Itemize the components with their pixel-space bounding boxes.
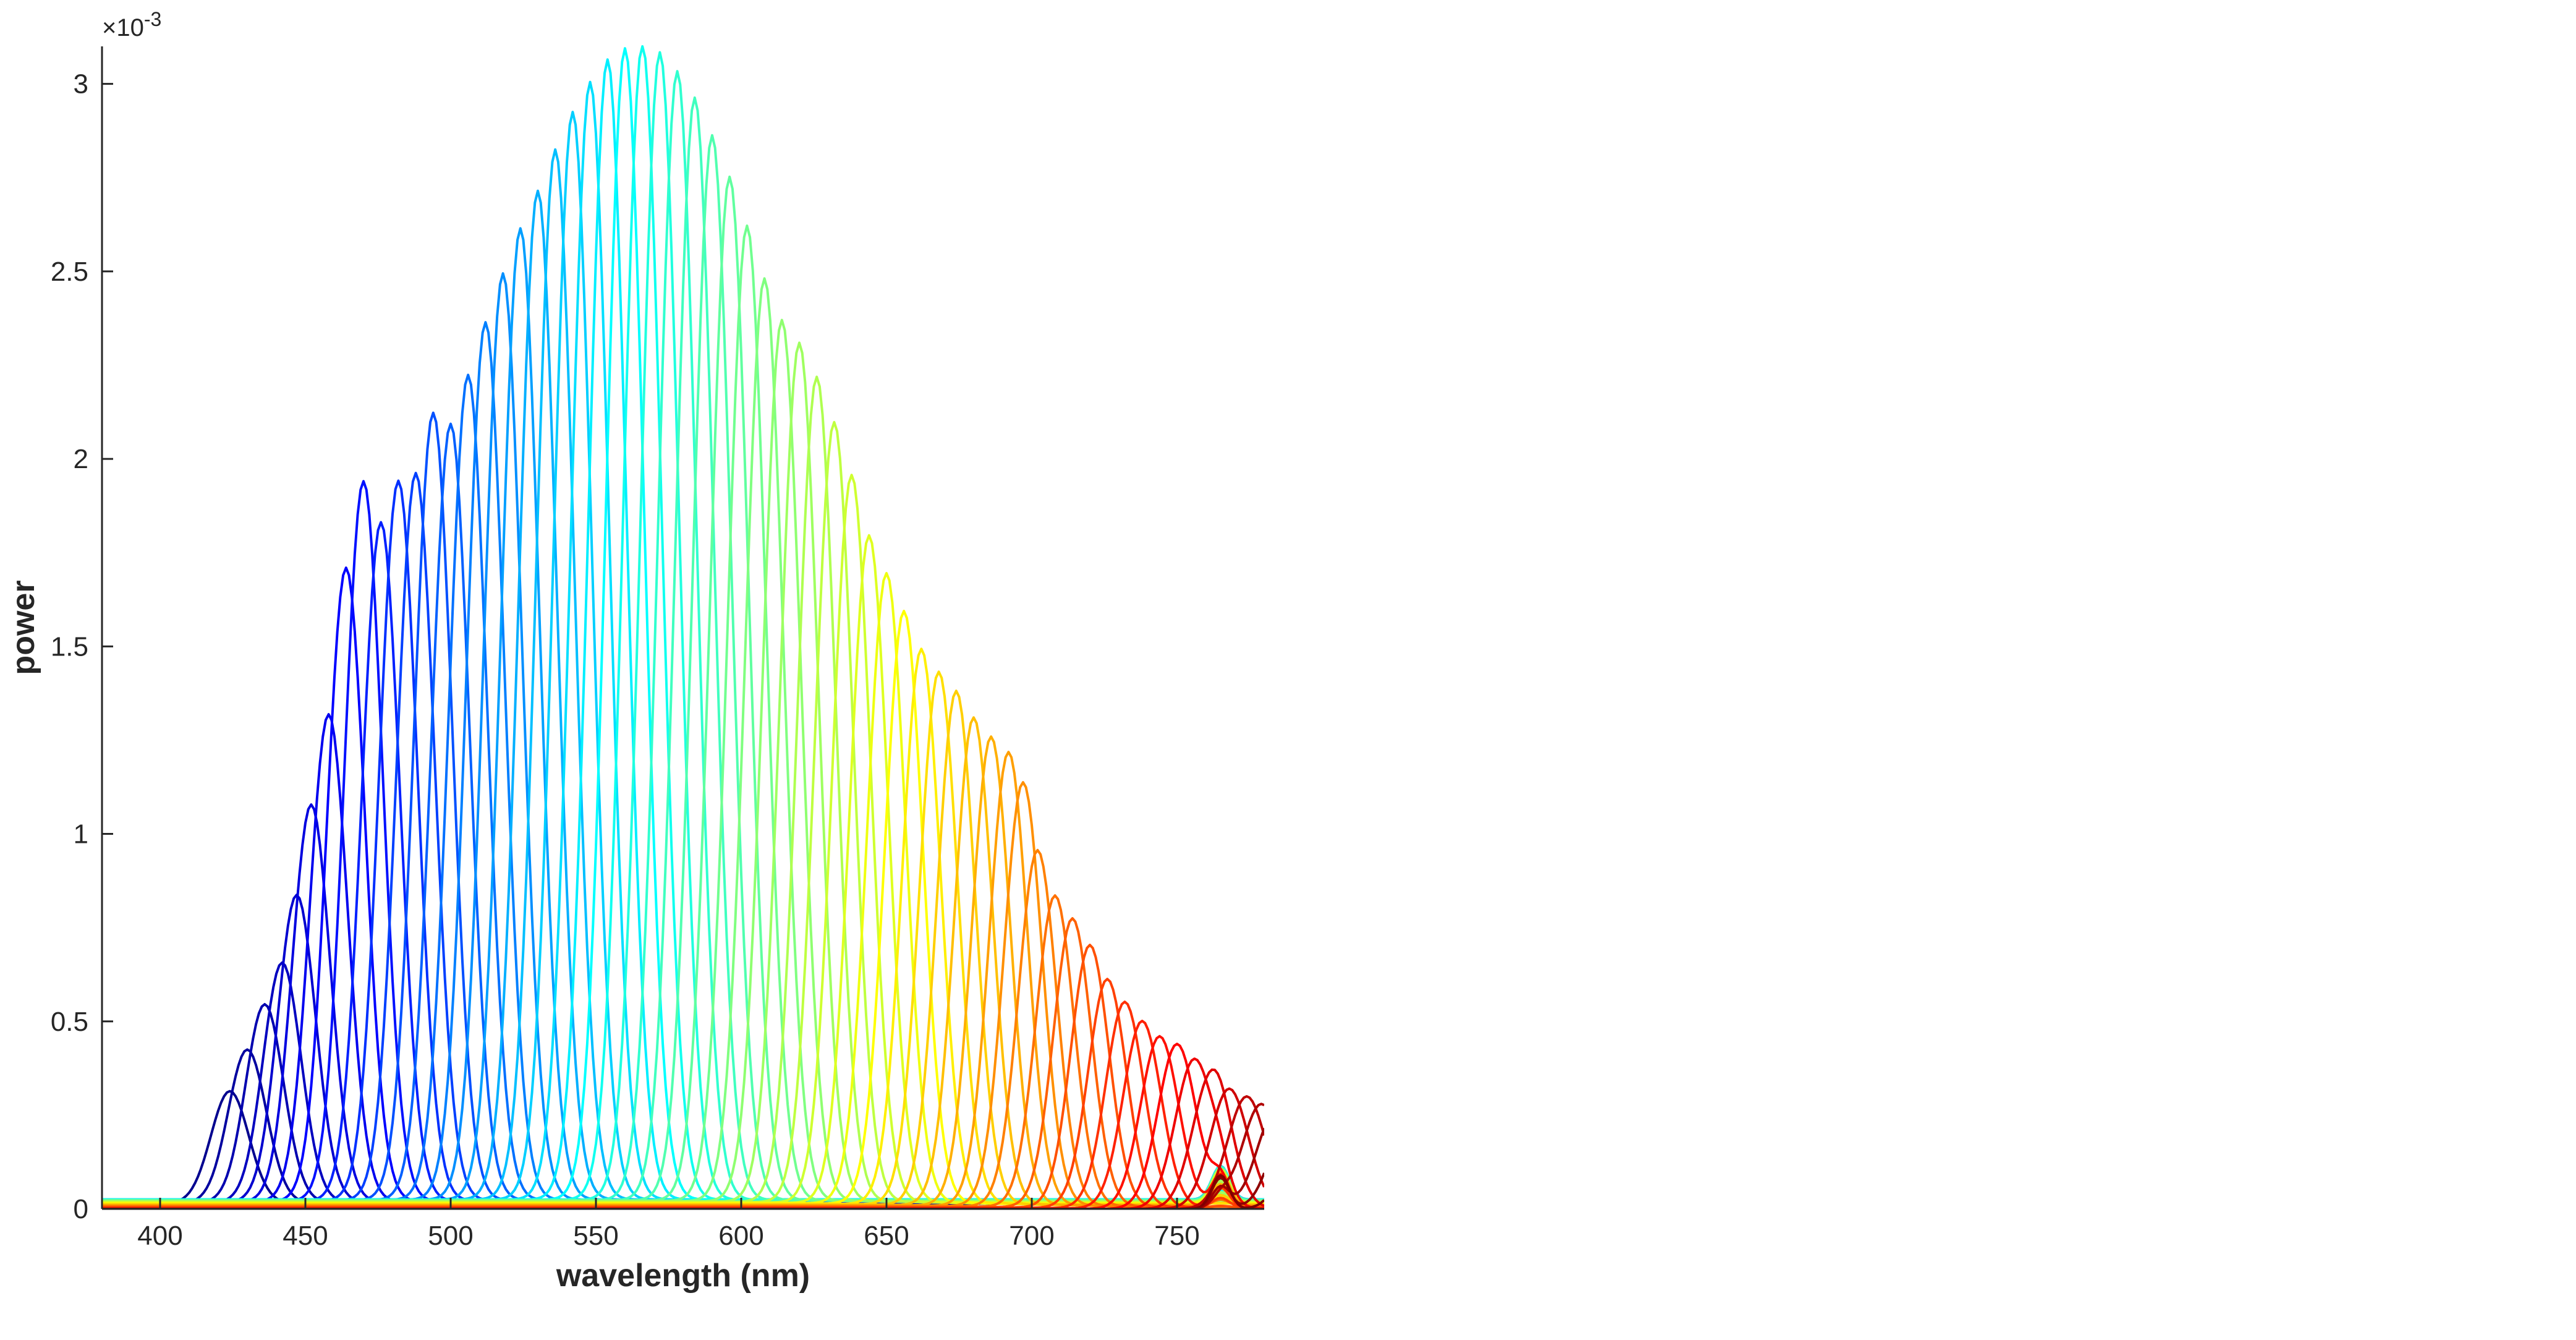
x-tick-label: 700 [1009,1221,1054,1251]
y-axis-title: power [6,580,41,675]
y-tick-label: 1.5 [51,631,88,662]
y-tick-label: 3 [74,69,88,100]
x-tick-label: 400 [137,1221,182,1251]
x-tick-label: 500 [428,1221,473,1251]
y-tick-label: 0 [74,1194,88,1224]
x-tick-label: 450 [283,1221,328,1251]
x-tick-label: 750 [1154,1221,1199,1251]
y-tick-label: 0.5 [51,1007,88,1037]
x-axis-title: wavelength (nm) [556,1258,810,1294]
y-axis-ticks: 0 0.5 1 1.5 2 2.5 3 [51,69,113,1224]
x-tick-label: 600 [718,1221,763,1251]
y-tick-label: 2.5 [51,257,88,287]
series-layer [102,45,1264,1209]
y-exponent-label: ×10-3 [102,8,161,41]
x-tick-label: 650 [864,1221,909,1251]
axes-layer [101,46,1264,1210]
x-tick-label: 550 [573,1221,618,1251]
y-tick-label: 1 [74,819,88,850]
x-axis-ticks: 400 450 500 550 600 650 700 750 [137,1198,1200,1251]
y-exponent-power: -3 [144,8,161,30]
y-exponent-base: ×10 [102,14,144,41]
y-tick-label: 2 [74,444,88,474]
